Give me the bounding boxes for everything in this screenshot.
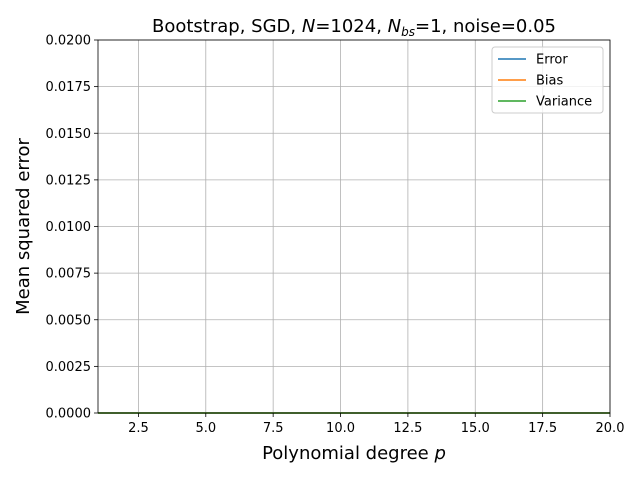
- title-nbs-symbol: N: [388, 16, 401, 37]
- legend-label-variance: Variance: [536, 95, 592, 110]
- title-nbs-value: =1, noise=0.05: [415, 16, 556, 37]
- y-tick-label: 0.0200: [46, 34, 92, 49]
- y-tick-label: 0.0150: [46, 127, 92, 142]
- title-n-symbol: N: [302, 16, 315, 37]
- title-prefix: Bootstrap, SGD,: [152, 16, 302, 37]
- x-tick-label: 17.5: [528, 421, 557, 436]
- y-tick-label: 0.0025: [46, 360, 92, 375]
- legend-label-bias: Bias: [536, 74, 563, 89]
- legend-box: [491, 46, 604, 114]
- x-tick-label: 12.5: [393, 421, 422, 436]
- y-tick-label: 0.0175: [46, 80, 92, 95]
- y-axis-ticks: 0.0000 0.0025 0.0050 0.0075 0.0100 0.0125 0.01…: [46, 34, 98, 422]
- x-tick-label: 10.0: [326, 421, 355, 436]
- x-tick-label: 7.5: [263, 421, 284, 436]
- x-axis-label: Polynomial degree p: [262, 443, 446, 464]
- x-tick-label: 5.0: [195, 421, 216, 436]
- x-axis-label-text: Polynomial degree: [262, 443, 434, 464]
- y-tick-label: 0.0100: [46, 220, 92, 235]
- chart-title: Bootstrap, SGD, N=1024, Nbs=1, noise=0.0…: [152, 16, 556, 39]
- title-n-value: =1024,: [315, 16, 387, 37]
- x-tick-label: 20.0: [596, 421, 625, 436]
- x-axis-ticks: 2.5 5.0 7.5 10.0 12.5 15.0 17.5 20.0: [128, 413, 624, 436]
- title-nbs-subscript: bs: [401, 25, 415, 39]
- x-axis-label-symbol: p: [433, 443, 445, 464]
- y-axis-label: Mean squared error: [13, 137, 34, 314]
- y-tick-label: 0.0050: [46, 313, 92, 328]
- y-tick-label: 0.0125: [46, 173, 92, 188]
- y-tick-label: 0.0075: [46, 267, 92, 282]
- legend-label-error: Error: [536, 53, 568, 68]
- y-tick-label: 0.0000: [46, 407, 92, 422]
- legend: Error Bias Variance: [491, 46, 604, 114]
- x-tick-label: 15.0: [461, 421, 490, 436]
- x-tick-label: 2.5: [128, 421, 149, 436]
